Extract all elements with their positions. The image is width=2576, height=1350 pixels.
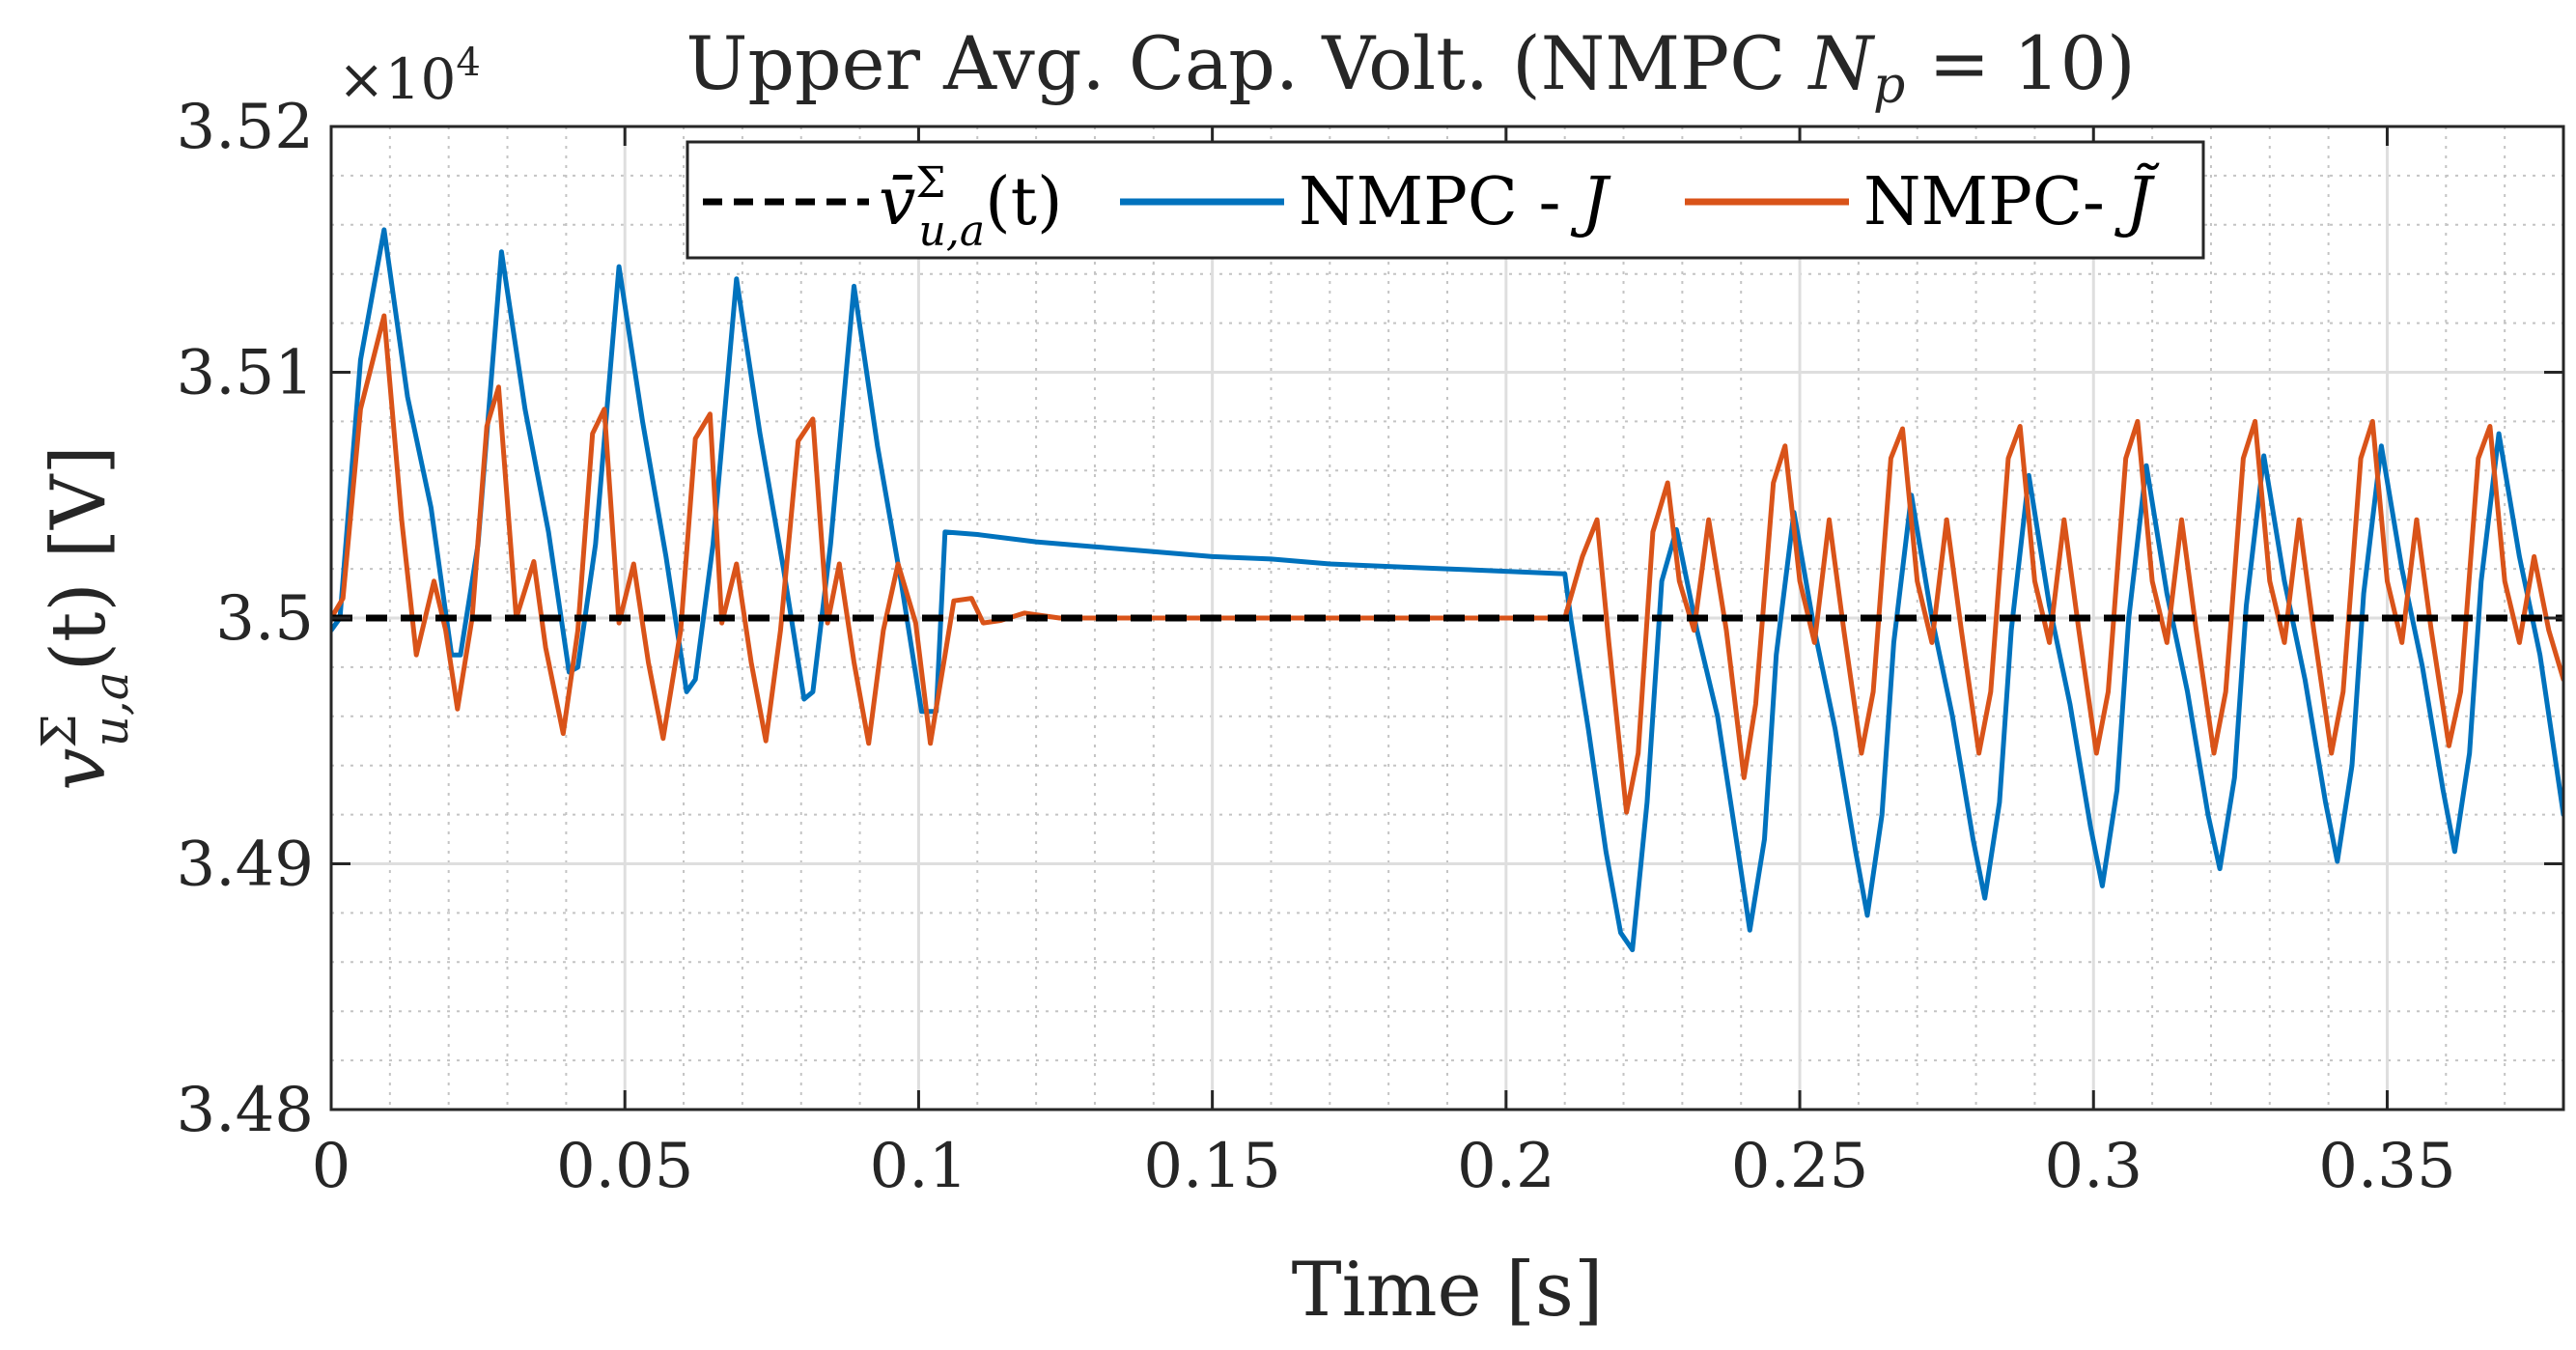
x-tick-label: 0.3 (2044, 1131, 2142, 1202)
series-layer (331, 227, 2563, 953)
legend-ref-var: v̄ (879, 164, 915, 240)
x-tick-label: 0 (312, 1131, 351, 1202)
title-sub: p (1873, 57, 1905, 115)
y-axis-label: vΣu,a(t) [V] (31, 445, 139, 791)
legend-label-nmpc-j: NMPC - J (1299, 164, 1611, 240)
chart-title: Upper Avg. Cap. Volt. (NMPC Np = 10) (686, 20, 2135, 115)
legend-label-reference: v̄Σ u,a(t) (879, 158, 1062, 256)
y-tick-label: 3.5 (215, 583, 314, 655)
x-tick-label: 0.05 (556, 1131, 694, 1202)
y-tick-label: 3.51 (177, 338, 315, 409)
ylabel-var: v (36, 748, 123, 791)
legend-ref-sub: u,a (919, 207, 986, 256)
x-tick-label: 0.1 (870, 1131, 968, 1202)
title-prefix: Upper Avg. Cap. Volt. (NMPC (686, 20, 1808, 106)
ylabel-sub: u,a (83, 671, 139, 746)
title-suffix: = 10) (1905, 20, 2135, 106)
legend-j-text: NMPC - (1299, 164, 1582, 240)
x-axis-label: Time [s] (1292, 1247, 1604, 1334)
ylabel-sup: Σ (31, 714, 87, 747)
x-tick-label: 0.15 (1143, 1131, 1281, 1202)
x-tick-label: 0.35 (2318, 1131, 2456, 1202)
y-tick-label: 3.52 (177, 92, 315, 163)
y-exponent-label: ×104 (338, 41, 481, 112)
ylabel-rest: (t) [V] (36, 445, 123, 671)
legend-ref-rest: (t) (985, 164, 1062, 240)
y-tick-label: 3.49 (177, 830, 315, 901)
y-tick-label: 3.48 (177, 1075, 315, 1146)
title-var: N (1807, 20, 1876, 106)
series-line-2 (331, 313, 2563, 815)
legend-label-nmpc-jtilde: NMPC- J̃ (1863, 164, 2161, 240)
legend-jt-text: NMPC- (1863, 164, 2126, 240)
legend-box (686, 140, 2205, 260)
x-tick-label: 0.25 (1731, 1131, 1869, 1202)
legend: v̄Σ u,a(t) NMPC - J NMPC- J̃ (686, 140, 2205, 260)
x-tick-label: 0.2 (1457, 1131, 1555, 1202)
exponent-power: 4 (456, 41, 480, 85)
exponent-base: ×10 (338, 46, 456, 112)
x-axis: 0 0.05 0.1 0.15 0.2 0.25 0.3 0.35 (312, 127, 2456, 1202)
legend-ref-sup: Σ (915, 158, 945, 208)
y-axis: 3.48 3.49 3.5 3.51 3.52 (177, 92, 2563, 1146)
